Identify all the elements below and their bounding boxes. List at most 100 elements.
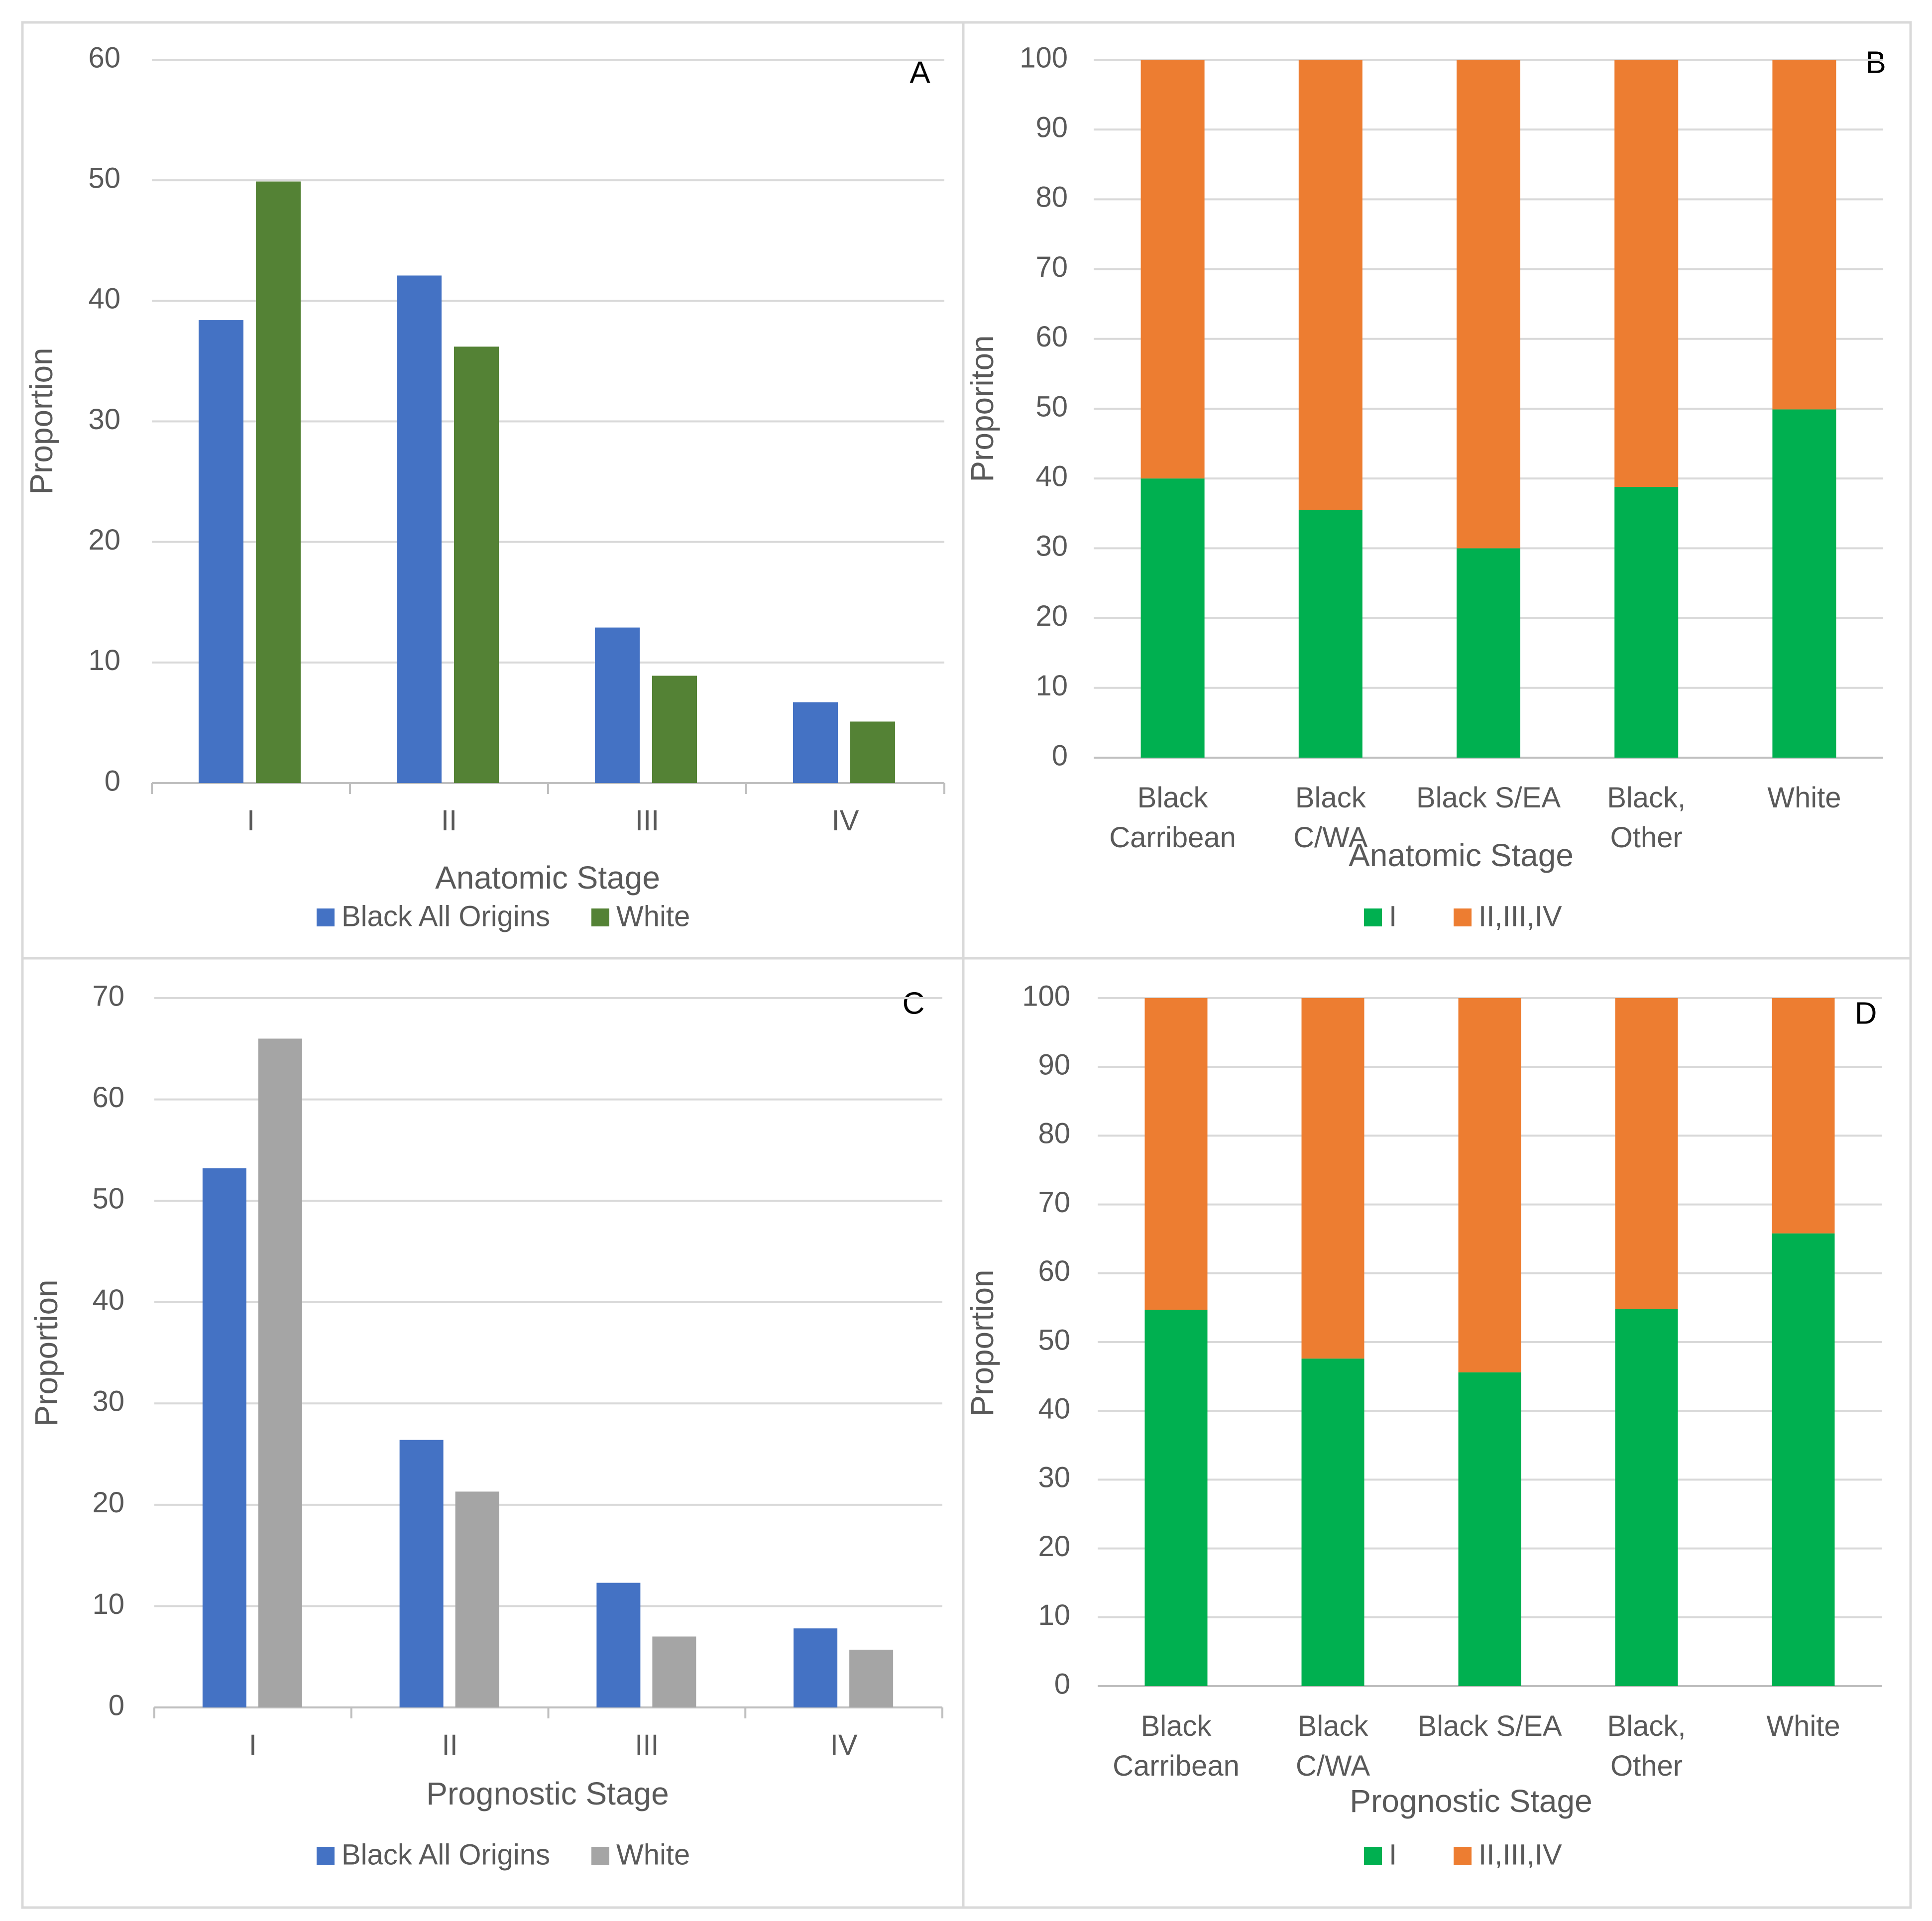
- stacked-bar-stage-i: [1772, 1233, 1835, 1686]
- legend-label: White: [616, 900, 690, 932]
- stacked-bar-stage-i: [1457, 548, 1520, 758]
- bar-black-all-origins: [199, 320, 243, 783]
- y-axis-title: Proportion: [23, 347, 59, 494]
- y-tick-label: 30: [92, 1385, 124, 1418]
- y-tick-label: 70: [1035, 251, 1068, 283]
- y-tick-label: 90: [1038, 1049, 1070, 1081]
- y-tick-label: 50: [1035, 390, 1068, 423]
- panel-letter: D: [1855, 996, 1877, 1030]
- bar-black-all-origins: [397, 275, 442, 783]
- stacked-bar-stage-ii-iii-iv: [1772, 60, 1836, 410]
- y-axis-title: Proportion: [28, 1279, 64, 1426]
- legend-label: White: [616, 1838, 690, 1871]
- bar-black-all-origins: [793, 702, 838, 783]
- y-tick-label: 90: [1035, 112, 1068, 144]
- y-tick-label: 100: [1020, 41, 1068, 74]
- stacked-bar-stage-ii-iii-iv: [1458, 998, 1521, 1372]
- x-tick-label: Black: [1141, 1710, 1212, 1742]
- x-tick-label: Carribean: [1113, 1750, 1240, 1782]
- x-tick-label: White: [1767, 782, 1841, 814]
- x-tick-label: White: [1766, 1710, 1840, 1742]
- x-tick-label: Carribean: [1109, 821, 1236, 854]
- legend-swatch: [317, 908, 335, 926]
- y-tick-label: 0: [1054, 1668, 1070, 1700]
- panel-b: B 0 10 20 30 40 50 60 70 80 90 100 Black Carribean Bla…: [964, 41, 1886, 932]
- bar-white: [258, 1038, 302, 1707]
- x-tick-label: Black S/EA: [1416, 782, 1561, 814]
- stacked-bar-stage-ii-iii-iv: [1301, 998, 1364, 1359]
- bar-black-all-origins: [595, 627, 640, 783]
- y-tick-label: 10: [1038, 1599, 1070, 1631]
- stacked-bar-stage-ii-iii-iv: [1140, 60, 1205, 479]
- panel-letter: A: [909, 55, 930, 90]
- x-tick-label: II: [441, 804, 457, 837]
- y-tick-label: 10: [88, 644, 120, 677]
- x-tick-label: Black: [1298, 1710, 1369, 1742]
- y-tick-label: 80: [1035, 181, 1068, 214]
- y-tick-label: 60: [1038, 1255, 1070, 1287]
- y-tick-label: 100: [1022, 980, 1070, 1012]
- panel-d: D 0 10 20 30 40 50 60 70 80 90 100 Black Carribean Bla…: [964, 980, 1882, 1871]
- y-tick-label: 30: [88, 403, 120, 436]
- x-axis-title: Prognostic Stage: [1350, 1783, 1592, 1819]
- legend-label: Black All Origins: [341, 1838, 550, 1871]
- x-axis-title: Anatomic Stage: [1349, 837, 1574, 873]
- y-tick-label: 0: [109, 1689, 124, 1721]
- bar-white: [455, 1491, 499, 1707]
- stacked-bar-stage-i: [1458, 1372, 1521, 1686]
- bar-black-all-origins: [399, 1440, 444, 1707]
- y-tick-label: 20: [1035, 600, 1068, 632]
- y-tick-label: 50: [92, 1182, 124, 1215]
- y-tick-label: 70: [1038, 1186, 1070, 1219]
- y-tick-label: 10: [1035, 670, 1068, 702]
- bar-white: [652, 1636, 696, 1707]
- x-tick-label: I: [247, 804, 255, 837]
- y-tick-label: 20: [92, 1486, 124, 1519]
- stacked-bar-stage-i: [1144, 1310, 1208, 1686]
- x-tick-label: III: [635, 1729, 659, 1761]
- y-axis-title: Proporiton: [964, 335, 1000, 482]
- y-tick-label: 80: [1038, 1118, 1070, 1150]
- y-tick-label: 40: [92, 1284, 124, 1316]
- x-tick-label: Black,: [1607, 782, 1686, 814]
- y-tick-label: 0: [105, 765, 120, 797]
- y-axis-title: Proportion: [964, 1269, 1000, 1416]
- y-tick-label: 20: [88, 524, 120, 556]
- y-tick-label: 40: [88, 283, 120, 315]
- stacked-bar-stage-ii-iii-iv: [1144, 998, 1208, 1310]
- x-tick-label: Black S/EA: [1417, 1710, 1562, 1742]
- bar-white: [454, 346, 499, 783]
- legend-swatch: [1364, 1847, 1382, 1865]
- x-tick-label: IV: [830, 1729, 858, 1761]
- stacked-bar-stage-ii-iii-iv: [1614, 60, 1679, 487]
- legend-swatch: [591, 1847, 609, 1865]
- stacked-bar-stage-i: [1614, 487, 1679, 758]
- stacked-bar-stage-ii-iii-iv: [1772, 998, 1835, 1234]
- x-axis-title: Anatomic Stage: [435, 860, 660, 896]
- x-tick-label: Black: [1295, 782, 1366, 814]
- x-tick-label: Black: [1137, 782, 1209, 814]
- x-tick-label: IV: [832, 804, 859, 837]
- stacked-bar-stage-ii-iii-iv: [1298, 60, 1363, 510]
- bar-black-all-origins: [202, 1168, 246, 1707]
- y-tick-label: 60: [1035, 321, 1068, 353]
- x-tick-label: C/WA: [1293, 821, 1368, 854]
- bar-white: [850, 721, 895, 783]
- panel-letter: B: [1865, 45, 1886, 80]
- stacked-bar-stage-ii-iii-iv: [1457, 60, 1520, 549]
- legend-label: I: [1389, 900, 1397, 932]
- x-tick-label: I: [249, 1729, 257, 1761]
- stacked-bar-stage-i: [1615, 1309, 1678, 1686]
- y-tick-label: 30: [1038, 1462, 1070, 1494]
- stacked-bar-stage-ii-iii-iv: [1615, 998, 1678, 1309]
- legend-label: II,III,IV: [1478, 900, 1562, 932]
- x-tick-label: II: [442, 1729, 458, 1761]
- y-tick-label: 40: [1038, 1393, 1070, 1425]
- legend-swatch: [1364, 908, 1382, 926]
- x-axis-title: Prognostic Stage: [426, 1776, 669, 1811]
- y-tick-label: 20: [1038, 1530, 1070, 1563]
- legend-swatch: [1454, 908, 1472, 926]
- legend-label: II,III,IV: [1478, 1838, 1562, 1871]
- legend-swatch: [591, 908, 609, 926]
